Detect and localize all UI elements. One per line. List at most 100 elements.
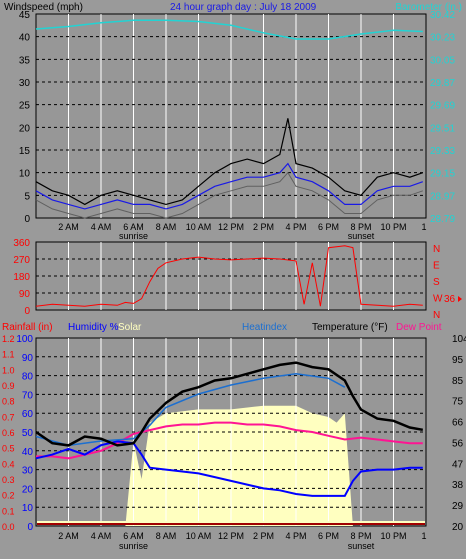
x-tick-label: 4 AM (91, 531, 112, 541)
x-tick-label: 1 (421, 531, 426, 541)
average-wind-line (35, 162, 424, 210)
wind-y-tick-label: 35 (19, 55, 31, 66)
x-tick-label: 2 PM (253, 222, 274, 232)
wind-y-tick-label: 5 (24, 191, 30, 202)
x-tick-label: 10 PM (380, 531, 406, 541)
compass-label: S (433, 277, 440, 288)
humidity-y-tick-label: 0 (27, 522, 33, 533)
direction-y-ticks: 0 90 180 270 360 (13, 238, 30, 317)
right-arrow-icon (458, 296, 462, 302)
x-tick-label: 12 PM (218, 531, 244, 541)
humidity-y-tick-label: 30 (22, 466, 34, 477)
rainfall-y-tick-label: 0.2 (2, 491, 15, 501)
wind-y-tick-label: 30 (19, 78, 31, 89)
temperature-line (35, 361, 424, 447)
x-tick-label: 8 AM (156, 222, 177, 232)
x-tick-label: 10 PM (380, 222, 406, 232)
rainfall-y-tick-label: 0.9 (2, 381, 15, 391)
wind-panel: Windspeed (mph) 24 hour graph day : July… (4, 2, 462, 241)
barometer-y-tick-label: 29.15 (430, 169, 455, 180)
direction-y-tick-label: 360 (13, 238, 30, 249)
x-tick-label: 2 AM (58, 531, 79, 541)
temperature-x-ticks: 2 AM 4 AM 6 AM 8 AM 10 AM 12 PM 2 PM 4 PM 6 PM 8 … (58, 531, 426, 541)
rainfall-y-tick-label: 0.0 (2, 522, 15, 532)
wind-y-ticks: 0 5 10 15 20 25 30 35 40 45 (19, 10, 31, 225)
temperature-axis-title: Temperature (°F) (312, 322, 388, 333)
humidity-y-tick-label: 10 (22, 503, 34, 514)
x-tick-label: 4 PM (285, 222, 306, 232)
temperature-series (35, 361, 425, 525)
wind-y-tick-label: 25 (19, 101, 31, 112)
wind-y-tick-label: 15 (19, 146, 31, 157)
wind-y-tick-label: 45 (19, 10, 31, 21)
wind-series (35, 19, 424, 219)
rainfall-y-tick-label: 0.7 (2, 412, 15, 422)
x-tick-label: 2 PM (253, 531, 274, 541)
wind-grid (36, 14, 426, 218)
rainfall-y-tick-label: 0.3 (2, 475, 15, 485)
wind-direction-line (35, 245, 423, 307)
barometer-y-tick-label: 30.42 (430, 10, 455, 21)
humidity-axis-title: Humidity % (68, 322, 119, 333)
temperature-y-tick-label: 47 (452, 459, 464, 470)
rainfall-y-tick-label: 0.5 (2, 444, 15, 454)
humidity-y-tick-label: 60 (22, 409, 34, 420)
x-tick-label: 6 AM (123, 222, 144, 232)
temperature-y-tick-label: 56 (452, 438, 464, 449)
wind-gray-line (35, 171, 423, 219)
wind-y-tick-label: 20 (19, 123, 31, 134)
x-tick-label: 6 PM (318, 531, 339, 541)
temperature-y-tick-label: 66 (452, 418, 464, 429)
direction-current-value: 36 (444, 294, 456, 305)
humidity-line (35, 440, 423, 497)
x-tick-label: 8 AM (156, 531, 177, 541)
dewpoint-label: Dew Point (396, 322, 442, 333)
dewpoint-line (36, 421, 423, 460)
temperature-y-tick-label: 38 (452, 480, 464, 491)
direction-y-tick-label: 180 (13, 272, 30, 283)
rainfall-y-tick-label: 1.1 (2, 350, 15, 360)
x-tick-label: 6 AM (123, 531, 144, 541)
x-tick-label: 4 AM (91, 222, 112, 232)
humidity-y-tick-label: 70 (22, 390, 34, 401)
wind-sunrise-label: sunrise (119, 231, 148, 241)
temperature-y-tick-label: 95 (452, 355, 464, 366)
humidity-y-tick-label: 40 (22, 447, 34, 458)
compass-label: W (433, 294, 443, 305)
x-tick-label: 8 PM (350, 531, 371, 541)
humidity-y-tick-label: 80 (22, 372, 34, 383)
direction-y-tick-label: 90 (19, 289, 31, 300)
barometer-y-tick-label: 28.79 (430, 214, 455, 225)
barometer-y-tick-label: 28.97 (430, 191, 455, 202)
barometer-y-ticks: 28.79 28.97 29.15 29.33 29.51 29.69 29.87 30.05… (430, 10, 455, 225)
temperature-y-tick-label: 29 (452, 501, 464, 512)
heatindex-label: Heatindex (242, 322, 287, 333)
wind-y-tick-label: 10 (19, 169, 31, 180)
rainfall-axis-title: Rainfall (in) (2, 322, 53, 333)
rainfall-y-tick-label: 0.4 (2, 459, 15, 469)
x-tick-label: 8 PM (350, 222, 371, 232)
x-tick-label: 10 AM (186, 531, 212, 541)
barometer-y-tick-label: 29.87 (430, 78, 455, 89)
direction-grid (36, 242, 426, 310)
rainfall-y-tick-label: 0.8 (2, 397, 15, 407)
barometer-y-tick-label: 29.33 (430, 146, 455, 157)
wind-axis-title: Windspeed (mph) (4, 2, 83, 13)
humidity-y-tick-label: 90 (22, 353, 34, 364)
chart-title: 24 hour graph day : July 18 2009 (170, 2, 317, 13)
wind-x-ticks: 2 AM 4 AM 6 AM 8 AM 10 AM 12 PM 2 PM 4 PM 6 PM 8 … (58, 222, 426, 232)
humidity-y-tick-label: 20 (22, 484, 34, 495)
rainfall-y-tick-label: 0.1 (2, 506, 15, 516)
x-tick-label: 2 AM (58, 222, 79, 232)
barometer-y-tick-label: 29.69 (430, 101, 455, 112)
barometer-line (35, 19, 423, 40)
wind-sunset-label: sunset (348, 231, 375, 241)
x-tick-label: 12 PM (218, 222, 244, 232)
x-tick-label: 4 PM (285, 531, 306, 541)
humidity-y-tick-label: 100 (16, 334, 33, 345)
humidity-y-ticks: 0 10 20 30 40 50 60 70 80 90 100 (16, 334, 33, 533)
temp-sunrise-label: sunrise (119, 541, 148, 551)
